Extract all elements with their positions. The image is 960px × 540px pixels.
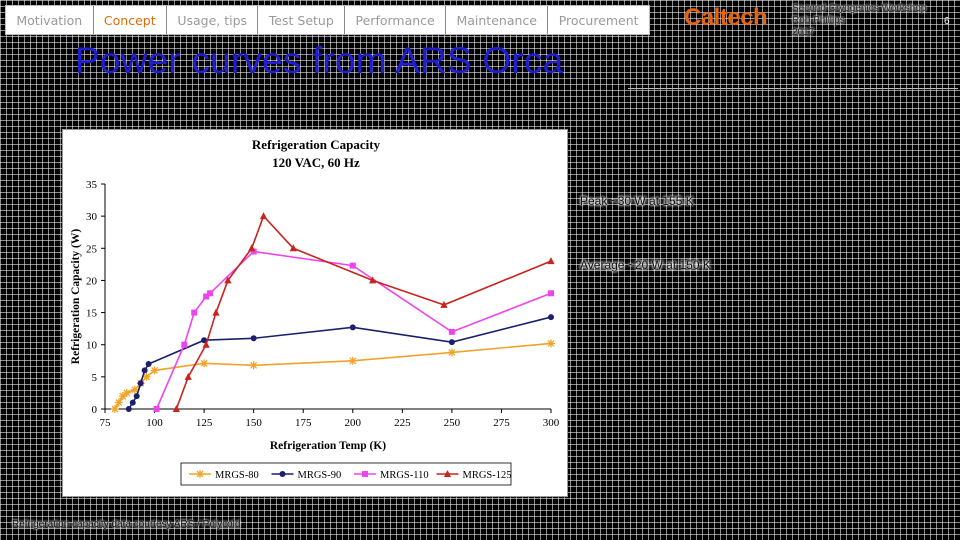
data-point-mrgs-80 bbox=[130, 385, 139, 394]
data-point-mrgs-125 bbox=[202, 340, 210, 348]
data-point-mrgs-80 bbox=[114, 398, 123, 407]
data-point-mrgs-80 bbox=[249, 361, 258, 370]
data-point-mrgs-90 bbox=[349, 324, 356, 331]
data-point-mrgs-90 bbox=[548, 314, 554, 321]
note-peak: Peak ~30 W at 155 K bbox=[580, 194, 694, 208]
legend-box bbox=[180, 462, 512, 486]
data-point-mrgs-110 bbox=[191, 309, 198, 316]
data-point-mrgs-125 bbox=[212, 308, 220, 316]
data-point-mrgs-110 bbox=[203, 293, 210, 300]
tab-concept[interactable]: Concept bbox=[94, 6, 167, 34]
x-tick-label: 200 bbox=[345, 417, 362, 429]
y-tick-label: 25 bbox=[86, 243, 98, 255]
legend-label: MRGS-90 bbox=[298, 470, 342, 481]
data-point-mrgs-90 bbox=[129, 399, 136, 406]
y-tick-label: 5 bbox=[92, 372, 98, 384]
data-point-mrgs-110 bbox=[349, 262, 356, 269]
data-point-mrgs-90 bbox=[125, 406, 132, 412]
chart-title: Refrigeration Capacity bbox=[252, 137, 381, 152]
footer-credit: Refrigeration capacity data courtesy ARS… bbox=[12, 519, 241, 530]
legend-label: MRGS-110 bbox=[380, 470, 429, 481]
header-info: Second Cryogenics Workshop Rob Phillips … bbox=[792, 3, 942, 39]
legend-marker bbox=[362, 471, 368, 477]
data-point-mrgs-125 bbox=[369, 276, 377, 284]
y-tick-label: 20 bbox=[86, 275, 98, 287]
data-point-mrgs-90 bbox=[145, 361, 152, 367]
y-axis-label: Refrigeration Capacity (W) bbox=[70, 229, 82, 365]
series-line-mrgs-125 bbox=[175, 214, 552, 410]
legend-label: MRGS-125 bbox=[463, 470, 512, 481]
series-line-mrgs-90 bbox=[128, 316, 552, 410]
refrigeration-capacity-chart: Refrigeration Capacity 120 VAC, 60 Hz 0 5 10… bbox=[70, 137, 560, 486]
series-line-mrgs-110 bbox=[155, 250, 552, 410]
data-point-mrgs-90 bbox=[133, 393, 140, 400]
data-point-mrgs-80 bbox=[348, 356, 357, 365]
data-point-mrgs-80 bbox=[122, 388, 131, 397]
x-tick-label: 100 bbox=[146, 417, 163, 429]
page-number: 6 bbox=[944, 16, 950, 27]
data-point-mrgs-90 bbox=[137, 380, 144, 387]
x-tick-label: 250 bbox=[444, 417, 461, 429]
y-tick-label: 10 bbox=[86, 340, 98, 352]
data-point-mrgs-80 bbox=[150, 366, 159, 375]
data-point-mrgs-80 bbox=[447, 348, 456, 357]
data-point-mrgs-125 bbox=[289, 244, 297, 252]
tab-test-setup[interactable]: Test Setup bbox=[258, 6, 346, 34]
chart-figure: Refrigeration Capacity 120 VAC, 60 Hz 0 5 10… bbox=[62, 129, 568, 497]
data-point-mrgs-80 bbox=[142, 372, 151, 381]
data-point-mrgs-125 bbox=[224, 276, 232, 284]
data-point-mrgs-125 bbox=[184, 372, 192, 380]
data-point-mrgs-90 bbox=[250, 335, 257, 342]
legend-marker bbox=[196, 470, 204, 478]
x-tick-label: 225 bbox=[394, 417, 411, 429]
data-point-mrgs-90 bbox=[448, 339, 455, 346]
caltech-logo: Caltech bbox=[684, 4, 768, 31]
data-point-mrgs-125 bbox=[440, 300, 448, 308]
data-point-mrgs-80 bbox=[547, 339, 555, 348]
data-point-mrgs-125 bbox=[248, 244, 256, 252]
x-tick-label: 275 bbox=[493, 417, 510, 429]
data-point-mrgs-90 bbox=[141, 367, 148, 374]
x-tick-label: 75 bbox=[100, 417, 112, 429]
data-point-mrgs-110 bbox=[207, 290, 214, 297]
tab-motivation[interactable]: Motivation bbox=[6, 6, 94, 34]
legend-marker bbox=[443, 470, 452, 477]
info-line-2: Rob Phillips bbox=[792, 15, 845, 26]
legend-marker bbox=[279, 471, 286, 477]
note-average: Average ~20 W at 150 K bbox=[580, 258, 711, 272]
info-line-1: Second Cryogenics Workshop bbox=[792, 3, 927, 14]
data-point-mrgs-110 bbox=[250, 248, 257, 255]
data-point-mrgs-110 bbox=[181, 341, 188, 348]
x-tick-label: 300 bbox=[543, 417, 560, 429]
data-point-mrgs-110 bbox=[153, 406, 160, 412]
x-tick-label: 175 bbox=[295, 417, 312, 429]
title-divider bbox=[628, 88, 958, 89]
y-tick-label: 0 bbox=[92, 404, 98, 416]
y-tick-label: 30 bbox=[86, 211, 98, 223]
tab-performance[interactable]: Performance bbox=[345, 6, 447, 34]
info-line-3: 2017 bbox=[792, 27, 815, 38]
tab-maintenance[interactable]: Maintenance bbox=[446, 6, 549, 34]
data-point-mrgs-125 bbox=[259, 212, 268, 220]
data-point-mrgs-125 bbox=[172, 405, 180, 412]
y-tick-label: 15 bbox=[86, 308, 98, 320]
tab-procurement[interactable]: Procurement bbox=[558, 12, 639, 28]
y-tick-label: 35 bbox=[86, 179, 98, 191]
x-tick-label: 150 bbox=[245, 417, 262, 429]
data-point-mrgs-80 bbox=[110, 405, 119, 413]
x-tick-label: 125 bbox=[196, 417, 213, 429]
data-point-mrgs-110 bbox=[548, 290, 554, 297]
chart-subtitle: 120 VAC, 60 Hz bbox=[272, 155, 360, 170]
section-nav: Motivation Concept Usage, tips Test Setu… bbox=[5, 5, 650, 35]
data-point-mrgs-125 bbox=[547, 257, 555, 265]
tab-usage-tips[interactable]: Usage, tips bbox=[167, 6, 259, 34]
x-axis-label: Refrigeration Temp (K) bbox=[270, 440, 386, 452]
page-title: Power curves from ARS Orca bbox=[75, 40, 564, 81]
data-point-mrgs-80 bbox=[200, 359, 209, 368]
data-point-mrgs-110 bbox=[448, 328, 455, 335]
legend-label: MRGS-80 bbox=[215, 470, 259, 481]
